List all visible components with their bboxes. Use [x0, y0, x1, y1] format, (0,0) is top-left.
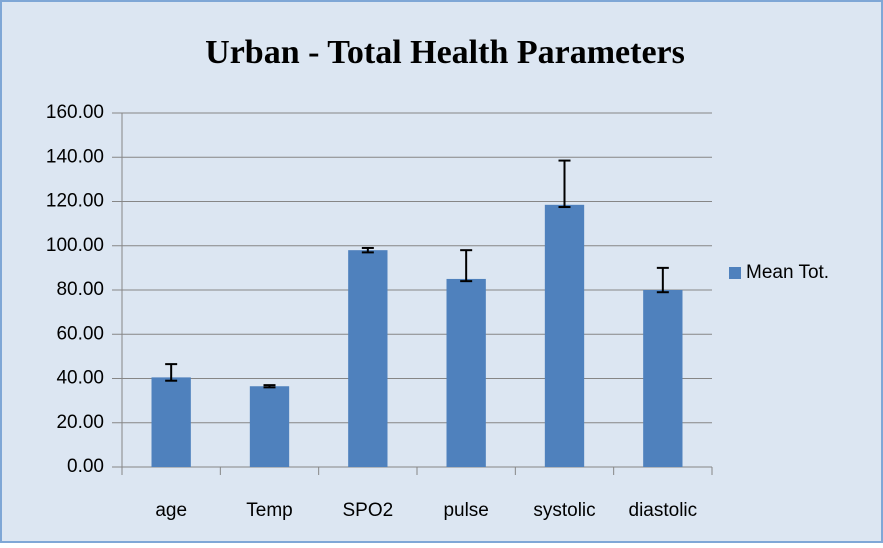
bar — [151, 377, 191, 467]
y-tick-label: 40.00 — [56, 368, 104, 389]
chart-title: Urban - Total Health Parameters — [205, 34, 685, 71]
bar — [544, 204, 585, 467]
y-tick-label: 80.00 — [56, 279, 104, 300]
y-tick-label: 20.00 — [56, 412, 104, 433]
y-tick-label: 0.00 — [67, 456, 104, 477]
bar — [643, 290, 683, 467]
y-tick-label: 120.00 — [46, 191, 104, 212]
x-tick-label: systolic — [533, 500, 595, 521]
x-tick-label: age — [155, 500, 187, 521]
bar — [249, 386, 290, 467]
legend-swatch — [729, 267, 741, 279]
legend-label: Mean Tot. — [746, 262, 829, 283]
bar — [446, 278, 486, 467]
y-tick-label: 60.00 — [56, 323, 104, 344]
bar — [348, 250, 388, 467]
y-tick-label: 100.00 — [46, 235, 104, 256]
x-tick-label: SPO2 — [342, 500, 393, 521]
y-tick-label: 140.00 — [46, 146, 104, 167]
x-tick-label: diastolic — [629, 500, 698, 521]
x-tick-label: Temp — [246, 500, 292, 521]
y-tick-label: 160.00 — [46, 102, 104, 123]
x-tick-label: pulse — [443, 500, 488, 521]
